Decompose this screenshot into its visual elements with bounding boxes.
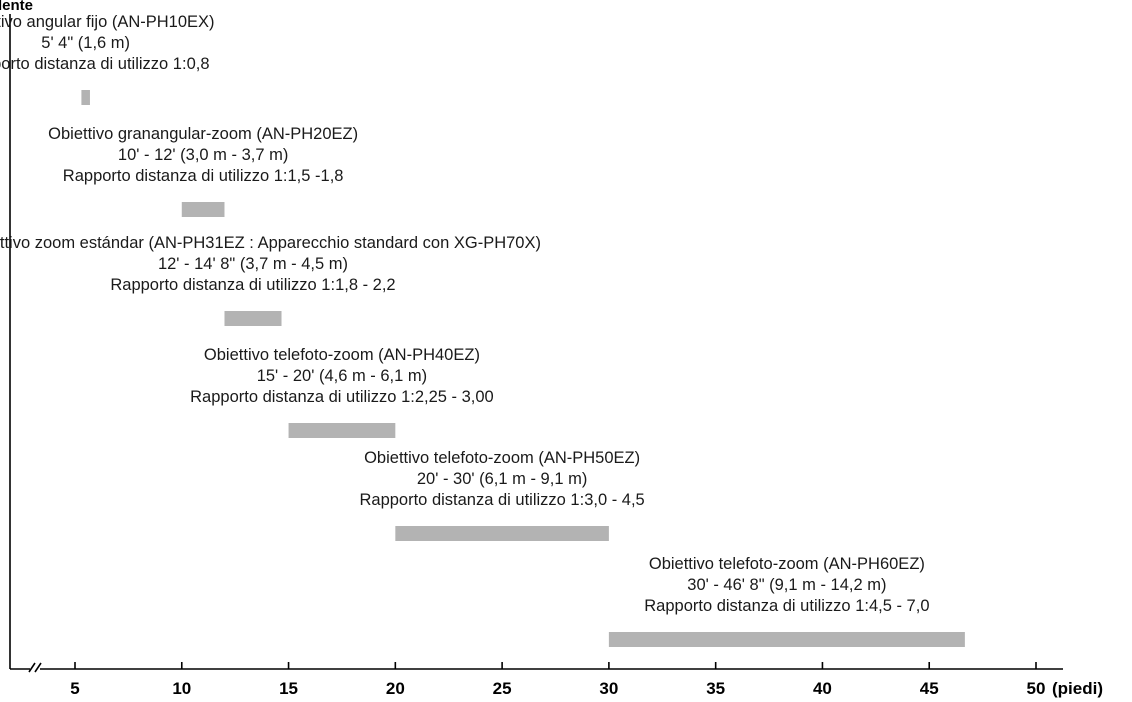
x-tick-label: 10 xyxy=(172,679,191,698)
lens-range-bar xyxy=(81,90,90,105)
lens-bars xyxy=(81,90,965,647)
lens-distance-label: 20' - 30' (6,1 m - 9,1 m) xyxy=(417,470,587,488)
lens-ratio-label: Rapporto distanza di utilizzo 1:4,5 - 7,… xyxy=(644,597,929,615)
lens-name-label: Obiettivo telefoto-zoom (AN-PH40EZ) xyxy=(204,346,480,364)
lens-ratio-label: Rapporto distanza di utilizzo 1:1,5 -1,8 xyxy=(63,167,344,185)
lens-distance-label: 10' - 12' (3,0 m - 3,7 m) xyxy=(118,146,288,164)
lens-name-label: Obiettivo telefoto-zoom (AN-PH60EZ) xyxy=(649,555,925,573)
lens-range-bar xyxy=(224,311,282,326)
lens-ratio-label: Rapporto distanza di utilizzo 1:2,25 - 3… xyxy=(190,388,494,406)
x-tick-label: 35 xyxy=(706,679,725,698)
lens-ratio-label: Rapporto distanza di utilizzo 1:0,8 xyxy=(0,55,210,73)
x-tick-label: 45 xyxy=(920,679,939,698)
lens-ratio-label: Rapporto distanza di utilizzo 1:3,0 - 4,… xyxy=(359,491,644,509)
lens-distance-label: 5' 4" (1,6 m) xyxy=(41,34,130,52)
lens-name-label: Obiettivo telefoto-zoom (AN-PH50EZ) xyxy=(364,449,640,467)
x-tick-label: 40 xyxy=(813,679,832,698)
lens-range-bar xyxy=(181,202,225,217)
x-unit-label: (piedi) xyxy=(1052,679,1103,698)
lens-range-bar xyxy=(608,632,965,647)
lens-range-bar xyxy=(395,526,609,541)
x-tick-label: 15 xyxy=(279,679,298,698)
axis-break-icon xyxy=(28,662,42,673)
lens-distance-label: 15' - 20' (4,6 m - 6,1 m) xyxy=(257,367,427,385)
lens-name-label: Obiettivo zoom estándar (AN-PH31EZ : App… xyxy=(0,234,541,252)
x-tick-label: 5 xyxy=(70,679,79,698)
x-tick-label: 20 xyxy=(386,679,405,698)
x-tick-label: 30 xyxy=(599,679,618,698)
x-axis-ticks: 5 10 15 20 25 30 35 40 45 50 (piedi) xyxy=(70,662,1103,698)
lens-name-label: Obiettivo angular fijo (AN-PH10EX) xyxy=(0,13,215,31)
x-tick-label: 25 xyxy=(493,679,512,698)
x-tick-label: 50 xyxy=(1027,679,1046,698)
lens-labels: Obiettivo angular fijo (AN-PH10EX) 5' 4" … xyxy=(0,13,930,615)
lens-ratio-label: Rapporto distanza di utilizzo 1:1,8 - 2,… xyxy=(110,276,395,294)
lens-distance-label: 12' - 14' 8" (3,7 m - 4,5 m) xyxy=(158,255,348,273)
lens-range-bar xyxy=(288,423,396,438)
lens-name-label: Obiettivo granangular-zoom (AN-PH20EZ) xyxy=(48,125,358,143)
corner-label: lente xyxy=(0,0,33,14)
lens-distance-label: 30' - 46' 8" (9,1 m - 14,2 m) xyxy=(687,576,886,594)
